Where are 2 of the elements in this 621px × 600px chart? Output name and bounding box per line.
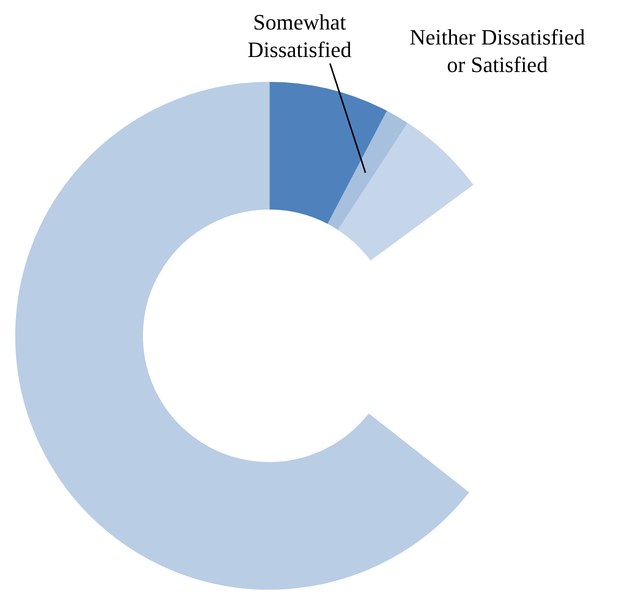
slice-label: Neither Dissatisfied or Satisfied	[410, 24, 585, 78]
slice-label: Somewhat Dissatisfied	[248, 10, 352, 62]
